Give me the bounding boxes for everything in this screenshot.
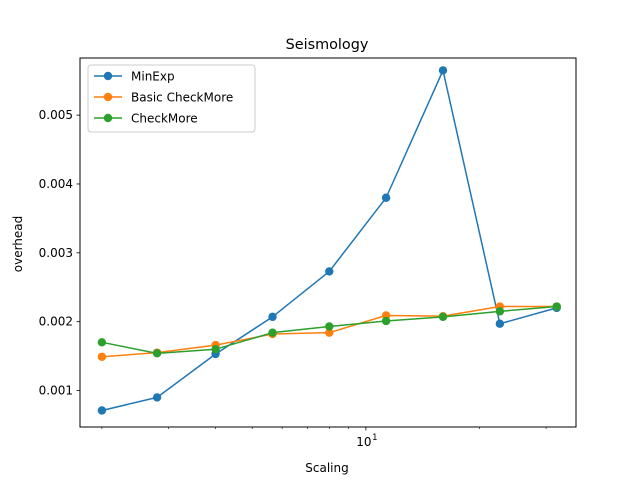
y-tick-label: 0.005 bbox=[39, 108, 73, 122]
y-axis: 0.001 0.002 0.003 0.004 0.005 bbox=[39, 108, 80, 398]
data-point bbox=[97, 406, 107, 415]
data-point bbox=[438, 66, 448, 75]
data-point bbox=[325, 267, 334, 276]
legend-label: MinExp bbox=[131, 69, 175, 83]
y-tick-label: 0.004 bbox=[39, 177, 73, 191]
data-point bbox=[97, 352, 107, 361]
data-point bbox=[552, 302, 561, 311]
data-point bbox=[152, 349, 162, 358]
legend-box bbox=[87, 64, 256, 133]
data-point bbox=[495, 307, 505, 316]
data-point bbox=[268, 312, 277, 322]
data-point bbox=[325, 322, 334, 331]
data-point bbox=[211, 345, 220, 354]
data-point bbox=[495, 319, 505, 328]
x-axis-label: Scaling bbox=[305, 461, 348, 475]
legend-marker bbox=[103, 113, 113, 123]
plot-frame bbox=[79, 57, 577, 428]
legend-label: Basic CheckMore bbox=[131, 90, 233, 104]
y-tick-label: 0.003 bbox=[39, 246, 73, 260]
y-tick-label: 0.001 bbox=[39, 384, 73, 398]
data-point bbox=[381, 193, 391, 202]
data-point bbox=[152, 393, 162, 402]
y-axis-label: overhead bbox=[11, 216, 25, 273]
data-point bbox=[268, 328, 277, 337]
legend-marker bbox=[103, 92, 113, 102]
legend: MinExp Basic CheckMore CheckMore bbox=[87, 64, 256, 133]
data-point bbox=[325, 328, 334, 337]
data-point bbox=[438, 312, 448, 322]
x-tick-exponent: 1 bbox=[372, 433, 377, 443]
plot-series bbox=[97, 66, 561, 415]
data-point bbox=[381, 316, 391, 326]
legend-marker bbox=[103, 71, 113, 81]
data-point bbox=[97, 338, 107, 347]
series-2 bbox=[97, 302, 561, 358]
x-tick-label: 10 bbox=[356, 435, 371, 449]
legend-label: CheckMore bbox=[131, 111, 198, 125]
y-tick-label: 0.002 bbox=[39, 315, 73, 329]
chart-title: Seismology bbox=[286, 37, 369, 53]
